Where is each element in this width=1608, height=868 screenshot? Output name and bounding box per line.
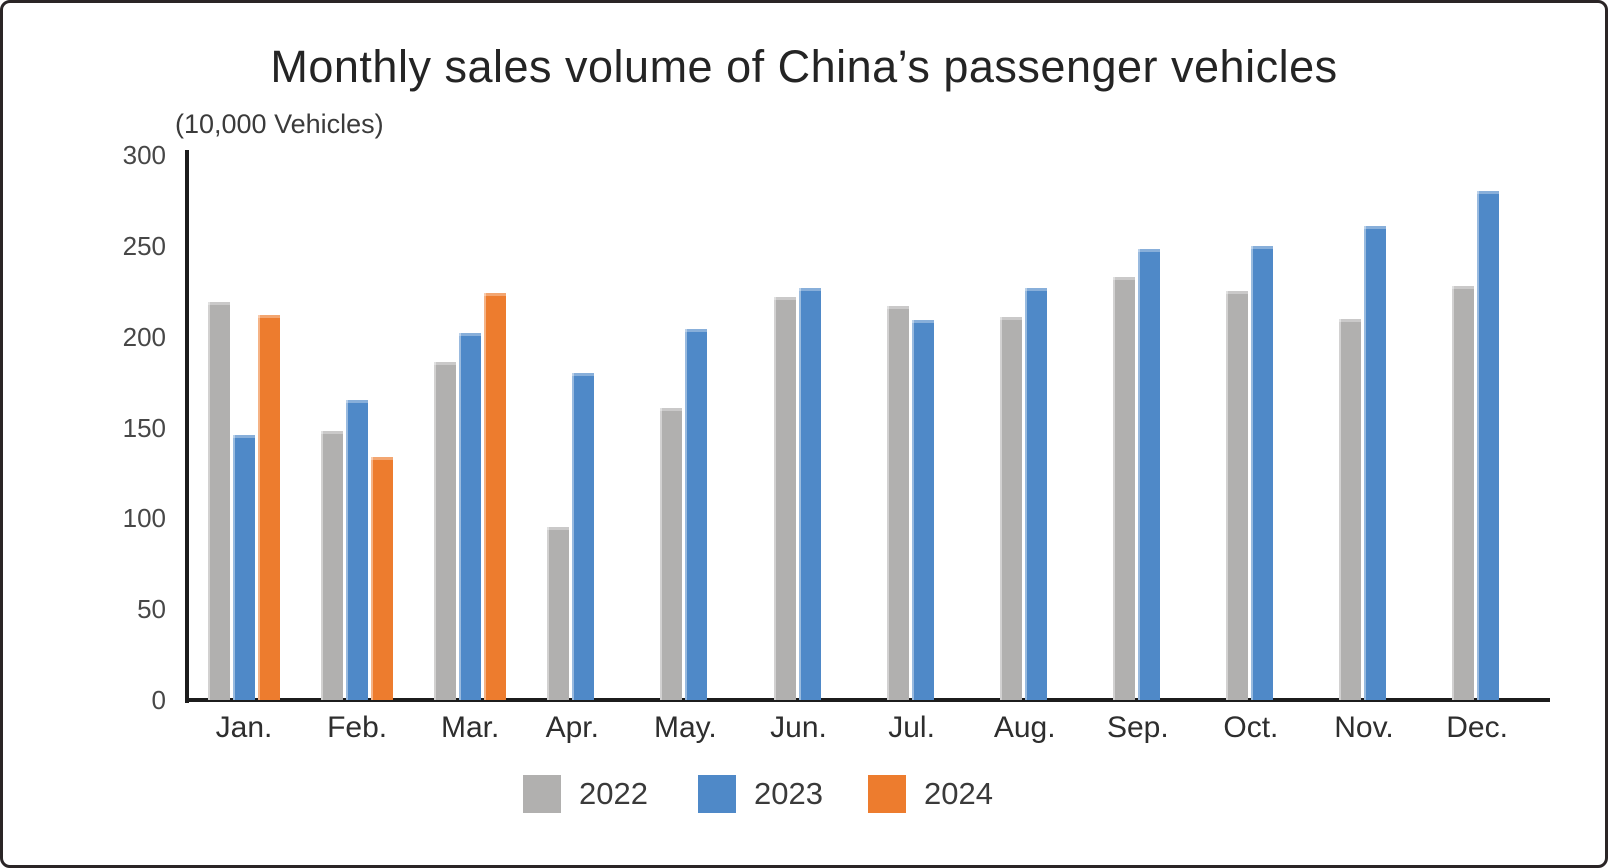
legend-label-2024: 2024 — [924, 776, 993, 811]
legend: 2022 2023 2024 — [3, 775, 1605, 817]
bar-2022-jul — [886, 305, 909, 700]
y-axis-tick-label: 200 — [122, 321, 166, 352]
bar-2022-jun — [773, 296, 796, 700]
y-axis-tick-label: 300 — [122, 140, 166, 170]
legend-label-2022: 2022 — [579, 776, 648, 811]
bar-2023-feb — [346, 400, 369, 700]
x-axis-label-nov: Nov. — [1334, 711, 1394, 744]
legend-entry-2022: 2022 — [523, 775, 648, 813]
x-axis-label-aug: Aug. — [993, 711, 1056, 744]
legend-entry-2023: 2023 — [698, 775, 823, 813]
y-axis-tick-label: 250 — [122, 230, 166, 261]
y-axis-unit-label: (10,000 Vehicles) — [175, 109, 384, 139]
y-axis-tick-label: 100 — [122, 503, 166, 534]
bar-2023-sep — [1137, 249, 1160, 700]
legend-swatch-2022 — [523, 775, 561, 813]
x-axis-line — [185, 698, 1550, 702]
bar-2024-feb — [371, 456, 394, 700]
bar-2022-mar — [434, 362, 457, 700]
bar-2023-dec — [1477, 191, 1500, 700]
y-axis-line — [185, 150, 189, 703]
x-axis-label-jun: Jun. — [770, 711, 827, 744]
legend-label-2023: 2023 — [754, 776, 823, 811]
chart-title: Monthly sales volume of China’s passenge… — [270, 41, 1338, 92]
legend-entry-2024: 2024 — [868, 775, 993, 813]
bar-2023-jul — [911, 320, 934, 700]
x-axis-label-apr: Apr. — [545, 711, 599, 744]
bar-2022-jan — [208, 302, 230, 700]
bar-2022-sep — [1112, 276, 1135, 700]
bar-2024-mar — [484, 293, 507, 700]
x-axis-label-sep: Sep. — [1106, 711, 1169, 744]
legend-swatch-2024 — [868, 775, 906, 813]
bar-2022-may — [660, 407, 683, 700]
plot-area: 0 50 100 150 200 250 300 Jan. Feb. Mar. Apr. May. Ju… — [3, 3, 1605, 865]
bar-2023-oct — [1250, 245, 1273, 700]
bar-2023-mar — [459, 333, 482, 700]
x-axis-label-feb: Feb. — [327, 711, 388, 744]
bar-2023-aug — [1024, 287, 1047, 700]
x-axis-label-oct: Oct. — [1223, 711, 1279, 744]
bar-2023-jan — [233, 434, 255, 700]
bar-2022-feb — [321, 431, 344, 700]
bar-2023-may — [685, 329, 708, 700]
y-axis-tick-label: 50 — [137, 594, 166, 625]
bar-2023-nov — [1364, 225, 1386, 700]
bar-2022-dec — [1452, 285, 1475, 700]
bar-2022-nov — [1339, 318, 1361, 700]
x-axis-label-jan: Jan. — [215, 711, 273, 744]
x-axis-label-may: May. — [653, 711, 717, 744]
bar-2024-jan — [258, 314, 280, 700]
y-axis-tick-label: 150 — [122, 412, 166, 443]
bar-2022-apr — [547, 527, 570, 700]
bar-2023-jun — [798, 287, 821, 700]
bar-2022-oct — [1225, 291, 1248, 700]
x-axis-label-mar: Mar. — [441, 711, 500, 744]
x-axis-label-jul: Jul. — [888, 711, 935, 744]
bar-2023-apr — [572, 373, 595, 700]
y-axis-tick-label: 0 — [151, 685, 166, 715]
legend-swatch-2023 — [698, 775, 736, 813]
x-axis-label-dec: Dec. — [1446, 711, 1508, 744]
bar-2022-aug — [999, 316, 1022, 700]
